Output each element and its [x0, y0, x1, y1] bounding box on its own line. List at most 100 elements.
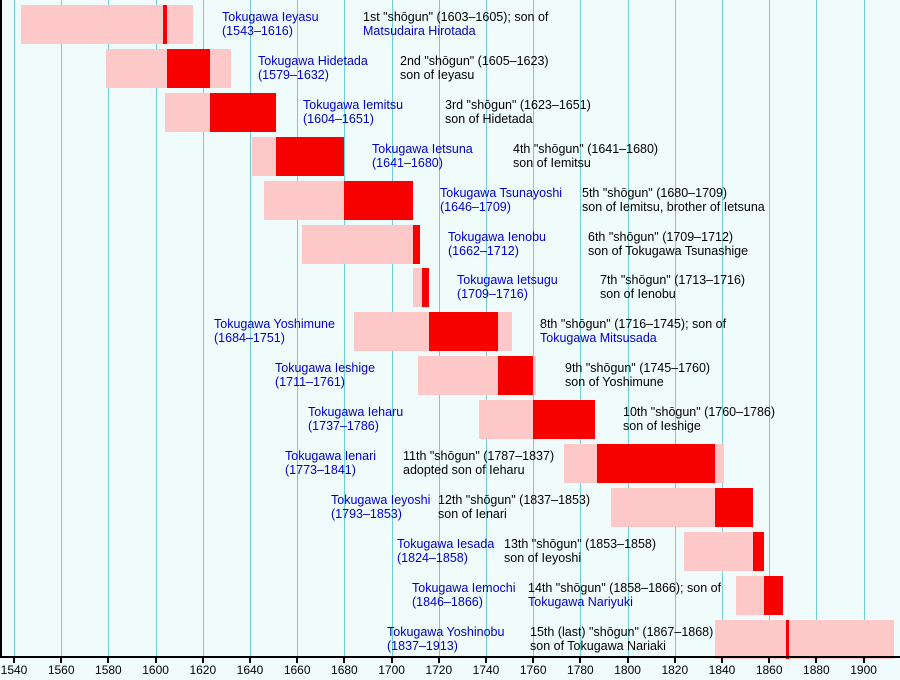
axis-tick-1620: [201, 658, 204, 663]
reign-bar-4: [275, 136, 345, 176]
shogun-name-label-7: Tokugawa Ietsugu (1709–1716): [457, 273, 558, 301]
shogun-desc-line2: son of Ieyasu: [400, 67, 475, 82]
gridline-1820: [674, 0, 676, 656]
shogun-life-years: (1543–1616): [222, 24, 293, 38]
shogun-name-label-11: Tokugawa Ienari (1773–1841): [285, 449, 376, 477]
axis-tick-1640: [249, 658, 251, 663]
reign-bar-3: [209, 92, 276, 132]
shogun-name: Tokugawa Ienobu: [448, 229, 546, 244]
axis-tick-label-1740: 1740: [472, 663, 500, 677]
shogun-life-years: (1737–1786): [308, 419, 379, 434]
gridline-1780: [580, 0, 582, 656]
shogun-desc-line1: 2nd "shōgun" (1605–1623): [400, 53, 549, 68]
reign-bar-15: [785, 619, 789, 659]
reign-bar-1: [162, 5, 168, 44]
shogun-desc-label-7: 7th "shōgun" (1713–1716) son of Ienobu: [600, 273, 745, 301]
axis-tick-label-1800: 1800: [614, 663, 641, 677]
shogun-life-years: (1662–1712): [448, 243, 519, 258]
shogun-life-years: (1684–1751): [214, 331, 285, 346]
axis-tick-1860: [768, 658, 771, 663]
gridline-1760: [533, 0, 535, 656]
shogun-life-years: (1641–1680): [372, 155, 443, 170]
axis-tick-label-1840: 1840: [708, 663, 736, 677]
shogun-life-years: (1824–1858): [397, 550, 468, 565]
gridline-1840: [722, 0, 723, 656]
shogun-desc-label-13: 13th "shōgun" (1853–1858) son of Ieyoshi: [504, 537, 656, 565]
reign-bar-11: [596, 444, 715, 483]
shogun-desc-line1: 5th "shōgun" (1680–1709): [582, 185, 728, 200]
shogun-desc-label-2: 2nd "shōgun" (1605–1623) son of Ieyasu: [400, 54, 549, 82]
axis-tick-1880: [815, 658, 818, 663]
shogun-desc-line1: 3rd "shōgun" (1623–1651): [445, 97, 591, 112]
axis-tick-1680: [343, 658, 346, 663]
axis-tick-label-1660: 1660: [283, 663, 311, 677]
gridline-1600: [155, 0, 157, 656]
axis-tick-label-1540: 1540: [0, 663, 28, 677]
axis-tick-label-1640: 1640: [236, 663, 264, 677]
axis-tick-label-1720: 1720: [425, 663, 453, 677]
shogun-name-label-10: Tokugawa Ieharu (1737–1786): [308, 405, 403, 433]
shogun-desc-line2: son of Ienari: [438, 506, 507, 521]
axis-tick-1560: [60, 658, 63, 663]
gridline-1640: [250, 0, 251, 656]
reign-bar-5: [344, 180, 413, 220]
shogun-name: Tokugawa Ieyoshi: [331, 492, 431, 507]
shogun-desc-label-9: 9th "shōgun" (1745–1760) son of Yoshimune: [565, 361, 710, 389]
gridline-1660: [297, 0, 299, 656]
gridline-1900: [863, 0, 865, 656]
axis-tick-1900: [862, 658, 865, 663]
axis-tick-label-1560: 1560: [47, 663, 75, 677]
shogun-name: Tokugawa Hidetada: [258, 53, 368, 68]
axis-tick-label-1680: 1680: [331, 663, 358, 677]
shogun-life-years: (1846–1866): [412, 594, 483, 609]
axis-tick-label-1900: 1900: [850, 663, 877, 677]
shogun-name-label-14: Tokugawa Iemochi (1846–1866): [412, 581, 516, 609]
axis-tick-1700: [390, 658, 393, 663]
shogun-desc-line1: 9th "shōgun" (1745–1760): [565, 361, 711, 376]
shogun-name: Tokugawa Ieyasu: [222, 10, 319, 24]
shogun-life-years: (1604–1651): [303, 111, 374, 126]
shogun-desc-line1: 11th "shōgun" (1787–1837): [403, 449, 555, 463]
shogun-name-label-12: Tokugawa Ieyoshi (1793–1853): [331, 493, 430, 521]
shogun-desc-line1: 15th (last) "shōgun" (1867–1868): [530, 624, 714, 639]
shogun-name: Tokugawa Ieshige: [275, 361, 376, 376]
lifespan-bar-6: [301, 224, 420, 264]
shogun-desc-label-10: 10th "shōgun" (1760–1786) son of Ieshige: [623, 405, 775, 433]
shogun-desc-line2: son of Yoshimune: [565, 375, 664, 390]
reign-bar-14: [764, 575, 784, 615]
shogun-desc-line1: 10th "shōgun" (1760–1786): [623, 405, 776, 420]
gridline-1560: [61, 0, 63, 656]
axis-tick-1540: [13, 658, 15, 663]
gridline-1860: [769, 0, 771, 656]
axis-tick-1740: [485, 658, 487, 663]
shogun-desc-line1: 6th "shōgun" (1709–1712): [588, 229, 734, 244]
shogun-name-label-9: Tokugawa Ieshige (1711–1761): [275, 361, 375, 389]
shogun-life-years: (1646–1709): [440, 199, 511, 214]
reign-bar-10: [533, 400, 595, 440]
shogun-desc-label-14: 14th "shōgun" (1858–1866); son of Tokugaw…: [528, 581, 721, 609]
shogun-desc-label-11: 11th "shōgun" (1787–1837) adopted son of …: [403, 449, 554, 477]
shogun-desc-line1: 14th "shōgun" (1858–1866); son of: [528, 580, 722, 595]
x-axis-line: [0, 656, 900, 658]
shogun-name-label-15: Tokugawa Yoshinobu (1837–1913): [387, 625, 504, 653]
axis-tick-label-1760: 1760: [519, 663, 547, 677]
shogun-desc-line2: son of Iemitsu, brother of Ietsuna: [582, 199, 765, 214]
shogun-desc-line2: Tokugawa Mitsusada: [540, 331, 657, 346]
shogun-desc-line1: 8th "shōgun" (1716–1745); son of: [540, 317, 727, 332]
axis-tick-1580: [107, 658, 110, 663]
shogun-desc-line2: son of Tokugawa Nariaki: [530, 638, 666, 653]
shogun-desc-label-4: 4th "shōgun" (1641–1680) son of Iemitsu: [513, 142, 658, 170]
reign-bar-7: [422, 268, 430, 308]
shogun-desc-label-3: 3rd "shōgun" (1623–1651) son of Hidetada: [445, 98, 591, 126]
shogun-name-label-6: Tokugawa Ienobu (1662–1712): [448, 230, 546, 258]
reign-bar-9: [497, 356, 534, 396]
shogun-desc-line1: 7th "shōgun" (1713–1716): [600, 273, 746, 288]
gridline-1800: [627, 0, 629, 656]
gridline-1580: [108, 0, 110, 656]
shogun-name-label-13: Tokugawa Iesada (1824–1858): [397, 537, 494, 565]
shogun-life-years: (1709–1716): [457, 287, 528, 302]
axis-tick-1780: [579, 658, 582, 663]
shogun-desc-line2: adopted son of Ieharu: [403, 463, 525, 477]
shogun-desc-line2: Tokugawa Nariyuki: [528, 594, 633, 609]
